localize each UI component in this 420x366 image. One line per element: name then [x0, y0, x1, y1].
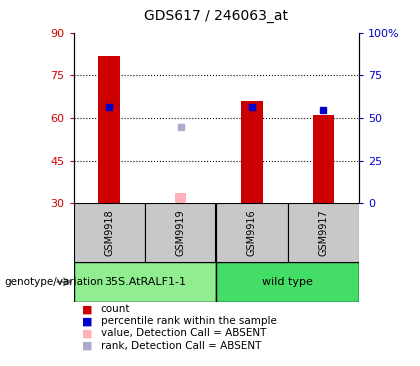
Text: GSM9916: GSM9916	[247, 209, 257, 256]
Text: percentile rank within the sample: percentile rank within the sample	[101, 316, 277, 326]
Text: ■: ■	[82, 304, 92, 314]
Bar	[312, 115, 334, 203]
Text: GSM9919: GSM9919	[176, 209, 186, 256]
Bar	[241, 101, 263, 203]
Bar	[216, 262, 359, 302]
Text: genotype/variation: genotype/variation	[4, 277, 103, 287]
Text: 35S.AtRALF1-1: 35S.AtRALF1-1	[104, 277, 186, 287]
Bar	[74, 203, 145, 262]
Bar	[145, 203, 216, 262]
Text: value, Detection Call = ABSENT: value, Detection Call = ABSENT	[101, 328, 266, 339]
Bar	[98, 56, 120, 203]
Bar	[74, 262, 216, 302]
Bar	[175, 193, 186, 203]
Bar	[288, 203, 359, 262]
Text: rank, Detection Call = ABSENT: rank, Detection Call = ABSENT	[101, 340, 261, 351]
Text: ■: ■	[82, 316, 92, 326]
Text: wild type: wild type	[262, 277, 313, 287]
Text: count: count	[101, 304, 130, 314]
Text: ■: ■	[82, 340, 92, 351]
Text: GDS617 / 246063_at: GDS617 / 246063_at	[144, 10, 288, 23]
Text: GSM9918: GSM9918	[104, 209, 114, 256]
Text: ■: ■	[82, 328, 92, 339]
Text: GSM9917: GSM9917	[318, 209, 328, 256]
Bar	[216, 203, 288, 262]
